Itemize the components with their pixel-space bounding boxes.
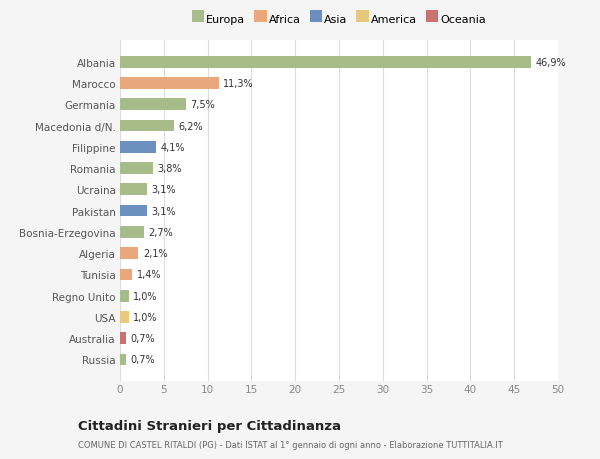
- Bar: [120, 354, 126, 365]
- Bar: [120, 184, 147, 196]
- Text: Cittadini Stranieri per Cittadinanza: Cittadini Stranieri per Cittadinanza: [78, 419, 341, 432]
- Text: 1,4%: 1,4%: [137, 270, 161, 280]
- Text: 1,0%: 1,0%: [133, 291, 158, 301]
- Bar: [120, 163, 153, 174]
- Bar: [120, 269, 132, 280]
- Bar: [120, 78, 219, 90]
- Bar: [120, 248, 139, 259]
- Bar: [120, 227, 143, 238]
- Text: 1,0%: 1,0%: [133, 312, 158, 322]
- Bar: [120, 311, 129, 323]
- Text: 2,7%: 2,7%: [148, 227, 173, 237]
- Bar: [120, 99, 186, 111]
- Bar: [120, 120, 175, 132]
- Bar: [120, 290, 129, 302]
- Legend: Europa, Africa, Asia, America, Oceania: Europa, Africa, Asia, America, Oceania: [187, 10, 491, 29]
- Text: 3,8%: 3,8%: [158, 164, 182, 174]
- Text: COMUNE DI CASTEL RITALDI (PG) - Dati ISTAT al 1° gennaio di ogni anno - Elaboraz: COMUNE DI CASTEL RITALDI (PG) - Dati IST…: [78, 441, 503, 449]
- Text: 3,1%: 3,1%: [152, 185, 176, 195]
- Text: 0,7%: 0,7%: [131, 334, 155, 343]
- Text: 2,1%: 2,1%: [143, 249, 167, 258]
- Text: 4,1%: 4,1%: [160, 142, 185, 152]
- Bar: [120, 333, 126, 344]
- Text: 0,7%: 0,7%: [131, 355, 155, 365]
- Text: 6,2%: 6,2%: [179, 121, 203, 131]
- Text: 11,3%: 11,3%: [223, 79, 254, 89]
- Bar: [120, 205, 147, 217]
- Text: 46,9%: 46,9%: [535, 57, 566, 67]
- Text: 3,1%: 3,1%: [152, 206, 176, 216]
- Bar: [120, 142, 156, 153]
- Bar: [120, 57, 531, 68]
- Text: 7,5%: 7,5%: [190, 100, 215, 110]
